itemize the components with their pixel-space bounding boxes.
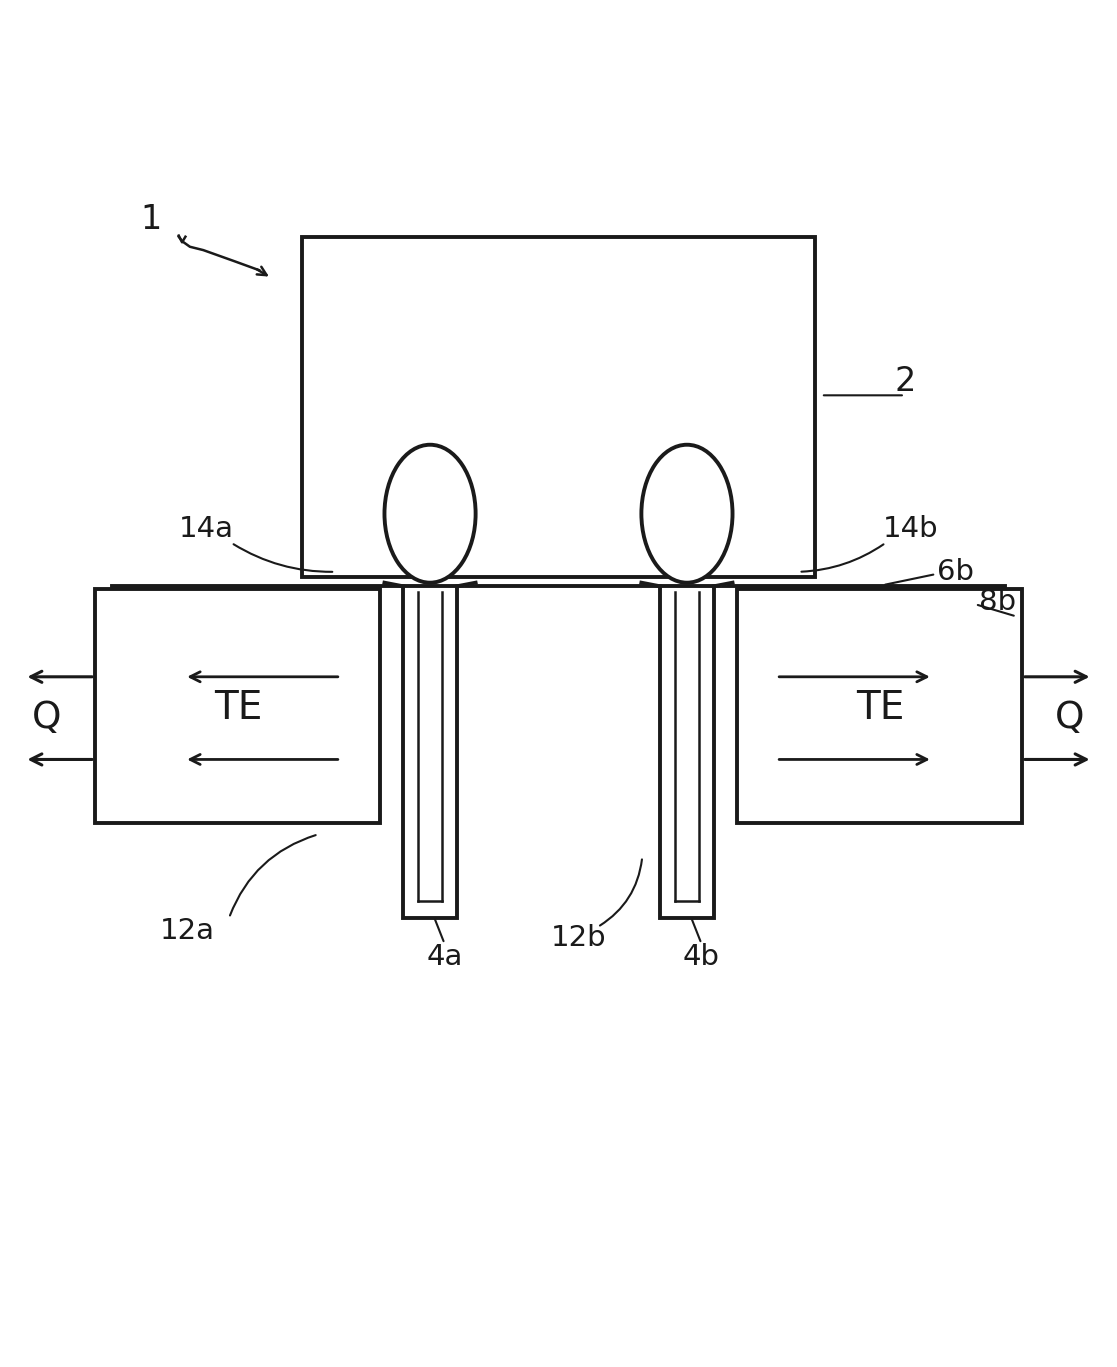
Text: 12b: 12b <box>551 924 607 953</box>
Bar <box>302 236 815 577</box>
Text: 14a: 14a <box>179 515 235 543</box>
Text: 12a: 12a <box>160 917 216 946</box>
Text: 8b: 8b <box>978 588 1016 617</box>
Text: 1: 1 <box>140 204 162 236</box>
Ellipse shape <box>384 444 476 582</box>
Ellipse shape <box>641 444 733 582</box>
Text: 2: 2 <box>894 365 916 398</box>
Bar <box>403 586 457 919</box>
Text: TE: TE <box>213 689 262 727</box>
Text: Q: Q <box>1056 700 1085 735</box>
Bar <box>660 586 714 919</box>
Text: Q: Q <box>32 700 61 735</box>
Text: 4a: 4a <box>427 943 462 971</box>
Text: 14b: 14b <box>882 515 938 543</box>
Bar <box>737 589 1022 823</box>
Text: 4b: 4b <box>682 943 720 971</box>
Text: +: + <box>417 804 443 835</box>
Text: TE: TE <box>856 689 905 727</box>
Text: -: - <box>681 804 693 835</box>
Text: 6b: 6b <box>936 558 974 586</box>
Bar <box>95 589 380 823</box>
